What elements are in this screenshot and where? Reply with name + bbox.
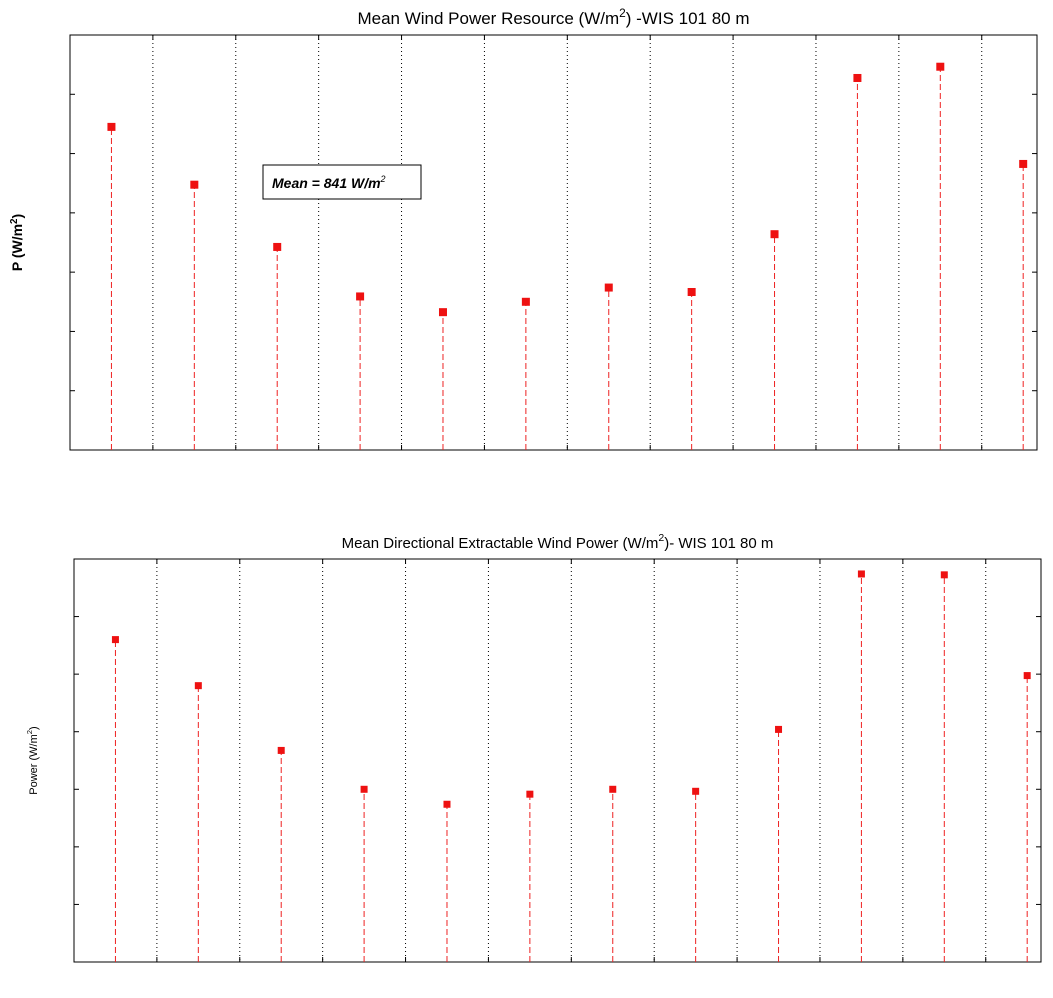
chart-title: Mean Directional Extractable Wind Power … (342, 532, 774, 552)
data-point (692, 787, 700, 795)
data-point (940, 571, 948, 579)
plot-area (74, 559, 1041, 962)
data-point (609, 785, 617, 793)
chart-2: Mean Directional Extractable Wind Power … (25, 532, 1042, 963)
mean-annotation: Mean = 841 W/m2 (272, 174, 386, 191)
chart-title: Mean Wind Power Resource (W/m2) -WIS 101… (357, 6, 749, 28)
chart-title-text: Mean Wind Power Resource (W/m (357, 9, 619, 28)
data-point (356, 292, 365, 301)
y-axis-label-superscript: 2 (9, 218, 20, 224)
data-point (936, 62, 945, 71)
data-point (273, 242, 282, 251)
y-axis-label-tail: ) (9, 214, 25, 219)
mean-annotation-box (262, 164, 422, 200)
data-point (521, 297, 530, 306)
chart-title-text: Mean Directional Extractable Wind Power … (342, 535, 659, 552)
data-point (1019, 159, 1028, 168)
y-axis-label: P (W/m2) (9, 214, 25, 271)
axes-box (69, 34, 1038, 451)
data-point (775, 725, 783, 733)
y-axis-label-superscript: 2 (25, 730, 34, 734)
axes-box (73, 558, 1042, 963)
y-axis-label: Power (W/m2) (25, 726, 40, 794)
data-point (360, 785, 368, 793)
data-point (194, 682, 202, 690)
y-axis-label-text: Power (W/m (28, 734, 40, 795)
data-point (438, 308, 447, 317)
y-axis-label-tail: ) (28, 726, 40, 730)
chart-title-superscript: 2 (658, 532, 664, 544)
data-point (770, 230, 779, 239)
data-point (443, 800, 451, 808)
data-point (277, 746, 285, 754)
data-point (857, 570, 865, 578)
data-point (190, 180, 199, 189)
data-point (853, 73, 862, 82)
data-point (107, 122, 116, 131)
chart-title-tail: ) -WIS 101 80 m (626, 9, 750, 28)
data-point (1023, 672, 1031, 680)
data-point (526, 790, 534, 798)
data-point (111, 636, 119, 644)
mean-annotation-text: Mean = 841 W/m (272, 175, 381, 191)
chart-1: Mean Wind Power Resource (W/m2) -WIS 101… (9, 6, 1038, 451)
plot-area (70, 35, 1037, 450)
chart-title-superscript: 2 (619, 6, 626, 20)
chart-title-tail: )- WIS 101 80 m (664, 535, 773, 552)
y-axis-label-text: P (W/m (9, 224, 25, 271)
mean-annotation-superscript: 2 (380, 174, 386, 184)
data-point (604, 283, 613, 292)
data-point (687, 288, 696, 297)
